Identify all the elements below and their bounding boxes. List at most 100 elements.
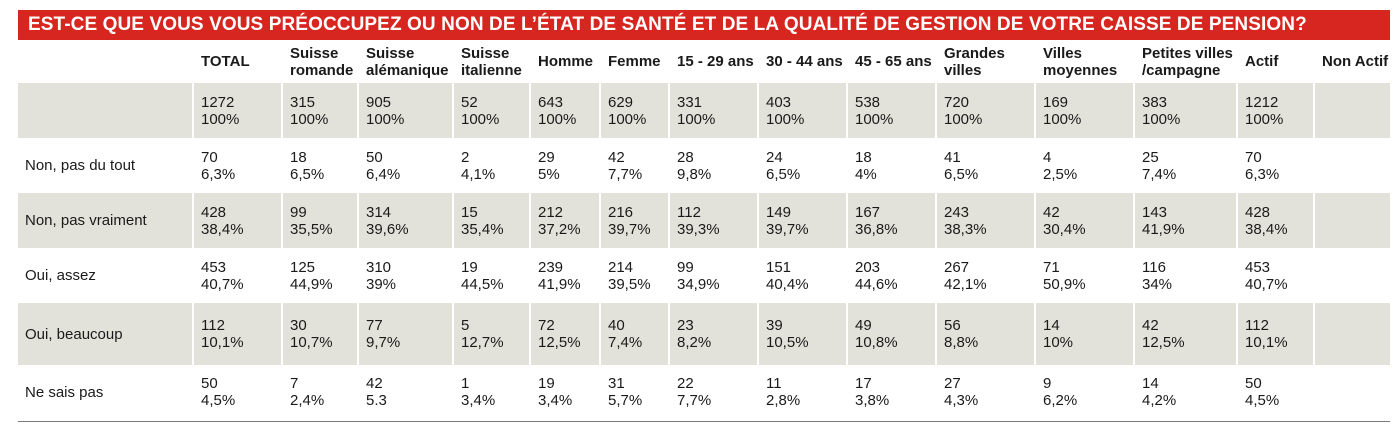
cell-percent: 34,9% [677, 275, 720, 293]
cell-count: 29 [538, 148, 555, 166]
cell-percent: 7,4% [608, 334, 643, 351]
cell-percent: 100% [538, 110, 577, 128]
column-header: Petites villes/campagne [1133, 41, 1237, 83]
table-cell: 41 6,5% [935, 138, 1035, 193]
column-header: TOTAL [192, 41, 282, 83]
column-header: 30 - 44 ans [757, 41, 847, 83]
table-row: Non, pas du tout 70 6,3% 18 6,5% 50 6,4% 2 4,1% 2… [18, 138, 1390, 193]
table-cell: 14 10% [1034, 303, 1134, 365]
table-cell: 24 6,5% [757, 138, 847, 193]
cell-count: 112 [1245, 317, 1269, 334]
table-cell: 331 100% [668, 82, 758, 138]
cell-count: 14 [1142, 375, 1159, 392]
table-cell: 19 3,4% [529, 365, 600, 419]
cell-count: 30 [290, 317, 307, 334]
cell-percent: 100% [1043, 110, 1082, 128]
table-cell [1313, 248, 1390, 303]
table-cell: 99 35,5% [281, 193, 358, 248]
table-title: EST-CE QUE VOUS VOUS PRÉOCCUPEZ OU NON D… [18, 10, 1390, 40]
table-cell: 70 6,3% [1236, 138, 1314, 193]
cell-count: 99 [677, 258, 694, 276]
table-cell: 212 37,2% [529, 193, 600, 248]
table-row: Ne sais pas 50 4,5% 7 2,4% 42 5.3 1 3,4% 19 3,4% 31… [18, 365, 1390, 419]
column-header-line: Villes [1043, 44, 1082, 62]
table-row: Oui, assez 453 40,7% 125 44,9% 310 39% 19 44,5% 2… [18, 248, 1390, 303]
bottom-rule [18, 421, 1390, 422]
cell-count: 383 [1142, 93, 1168, 111]
table-cell [1313, 303, 1390, 365]
cell-count: 720 [944, 93, 970, 111]
table-cell: 23 8,2% [668, 303, 758, 365]
table-cell: 77 9,7% [357, 303, 453, 365]
column-header-line: Suisse [290, 44, 339, 62]
cell-percent: 12,5% [538, 334, 581, 351]
cell-percent: 10,8% [855, 334, 898, 351]
cell-count: 112 [677, 203, 701, 221]
table-cell: 56 8,8% [935, 303, 1035, 365]
cell-count: 17 [855, 375, 872, 392]
table-cell: 538 100% [846, 82, 936, 138]
cell-percent: 30,4% [1043, 220, 1086, 238]
cell-percent: 40,4% [766, 275, 809, 293]
column-header: Femme [599, 41, 669, 83]
cell-percent: 7,7% [608, 165, 643, 183]
cell-percent: 3,4% [538, 392, 573, 409]
cell-count: 629 [608, 93, 634, 111]
cell-count: 18 [290, 148, 307, 166]
table-row: Non, pas vraiment 428 38,4% 99 35,5% 314 39,6%… [18, 193, 1390, 248]
row-label: Non, pas du tout [25, 157, 136, 174]
cell-count: 538 [855, 93, 881, 111]
table-cell: 315 100% [281, 82, 358, 138]
cell-percent: 4,1% [461, 165, 496, 183]
table-cell: 125 44,9% [281, 248, 358, 303]
cell-count: 112 [201, 317, 225, 334]
table-cell: 143 41,9% [1133, 193, 1237, 248]
column-header-line: villes [944, 61, 982, 79]
cell-count: 905 [366, 93, 392, 111]
column-header: 45 - 65 ans [846, 41, 936, 83]
cell-count: 214 [608, 258, 634, 276]
header-row: TOTAL Suisse romande Suisse alémanique Suisse… [18, 41, 1390, 83]
cell-count: 27 [944, 375, 961, 392]
cell-count: 14 [1043, 317, 1060, 334]
table-cell: 453 40,7% [1236, 248, 1314, 303]
cell-count: 50 [201, 375, 218, 392]
cell-percent: 9,7% [366, 334, 401, 351]
cell-count: 5 [461, 317, 470, 334]
survey-table: TOTAL Suisse romande Suisse alémanique Suisse… [18, 41, 1390, 419]
cell-count: 28 [677, 148, 694, 166]
cell-percent: 100% [855, 110, 894, 128]
table-cell: 19 44,5% [452, 248, 530, 303]
column-header: Actif [1236, 41, 1314, 83]
cell-count: 25 [1142, 148, 1159, 166]
row-label: Oui, beaucoup [18, 303, 193, 365]
cell-count: 315 [290, 93, 316, 111]
table-cell: 239 41,9% [529, 248, 600, 303]
table-cell: 4 2,5% [1034, 138, 1134, 193]
cell-count: 50 [366, 148, 383, 166]
table-cell: 30 10,7% [281, 303, 358, 365]
table-cell [1313, 365, 1390, 419]
cell-count: 49 [855, 317, 872, 334]
table-cell [1313, 193, 1390, 248]
column-header-line: Grandes [944, 44, 1005, 62]
cell-percent: 50,9% [1043, 275, 1086, 293]
cell-percent: 8,2% [677, 334, 712, 351]
cell-count: 42 [1043, 203, 1060, 221]
cell-count: 203 [855, 258, 881, 276]
cell-percent: 10,7% [290, 334, 333, 351]
cell-percent: 38,3% [944, 220, 987, 238]
table-cell: 22 7,7% [668, 365, 758, 419]
cell-count: 11 [766, 375, 782, 392]
cell-percent: 6,3% [1245, 165, 1280, 183]
table-cell: 403 100% [757, 82, 847, 138]
cell-count: 39 [766, 317, 783, 334]
table-cell: 27 4,3% [935, 365, 1035, 419]
cell-percent: 6,5% [290, 165, 325, 183]
table-cell: 50 4,5% [192, 365, 282, 419]
cell-count: 15 [461, 203, 478, 221]
cell-percent: 40,7% [1245, 275, 1288, 293]
cell-count: 70 [201, 148, 218, 166]
cell-percent: 3,8% [855, 392, 890, 409]
cell-percent: 6,5% [944, 165, 979, 183]
